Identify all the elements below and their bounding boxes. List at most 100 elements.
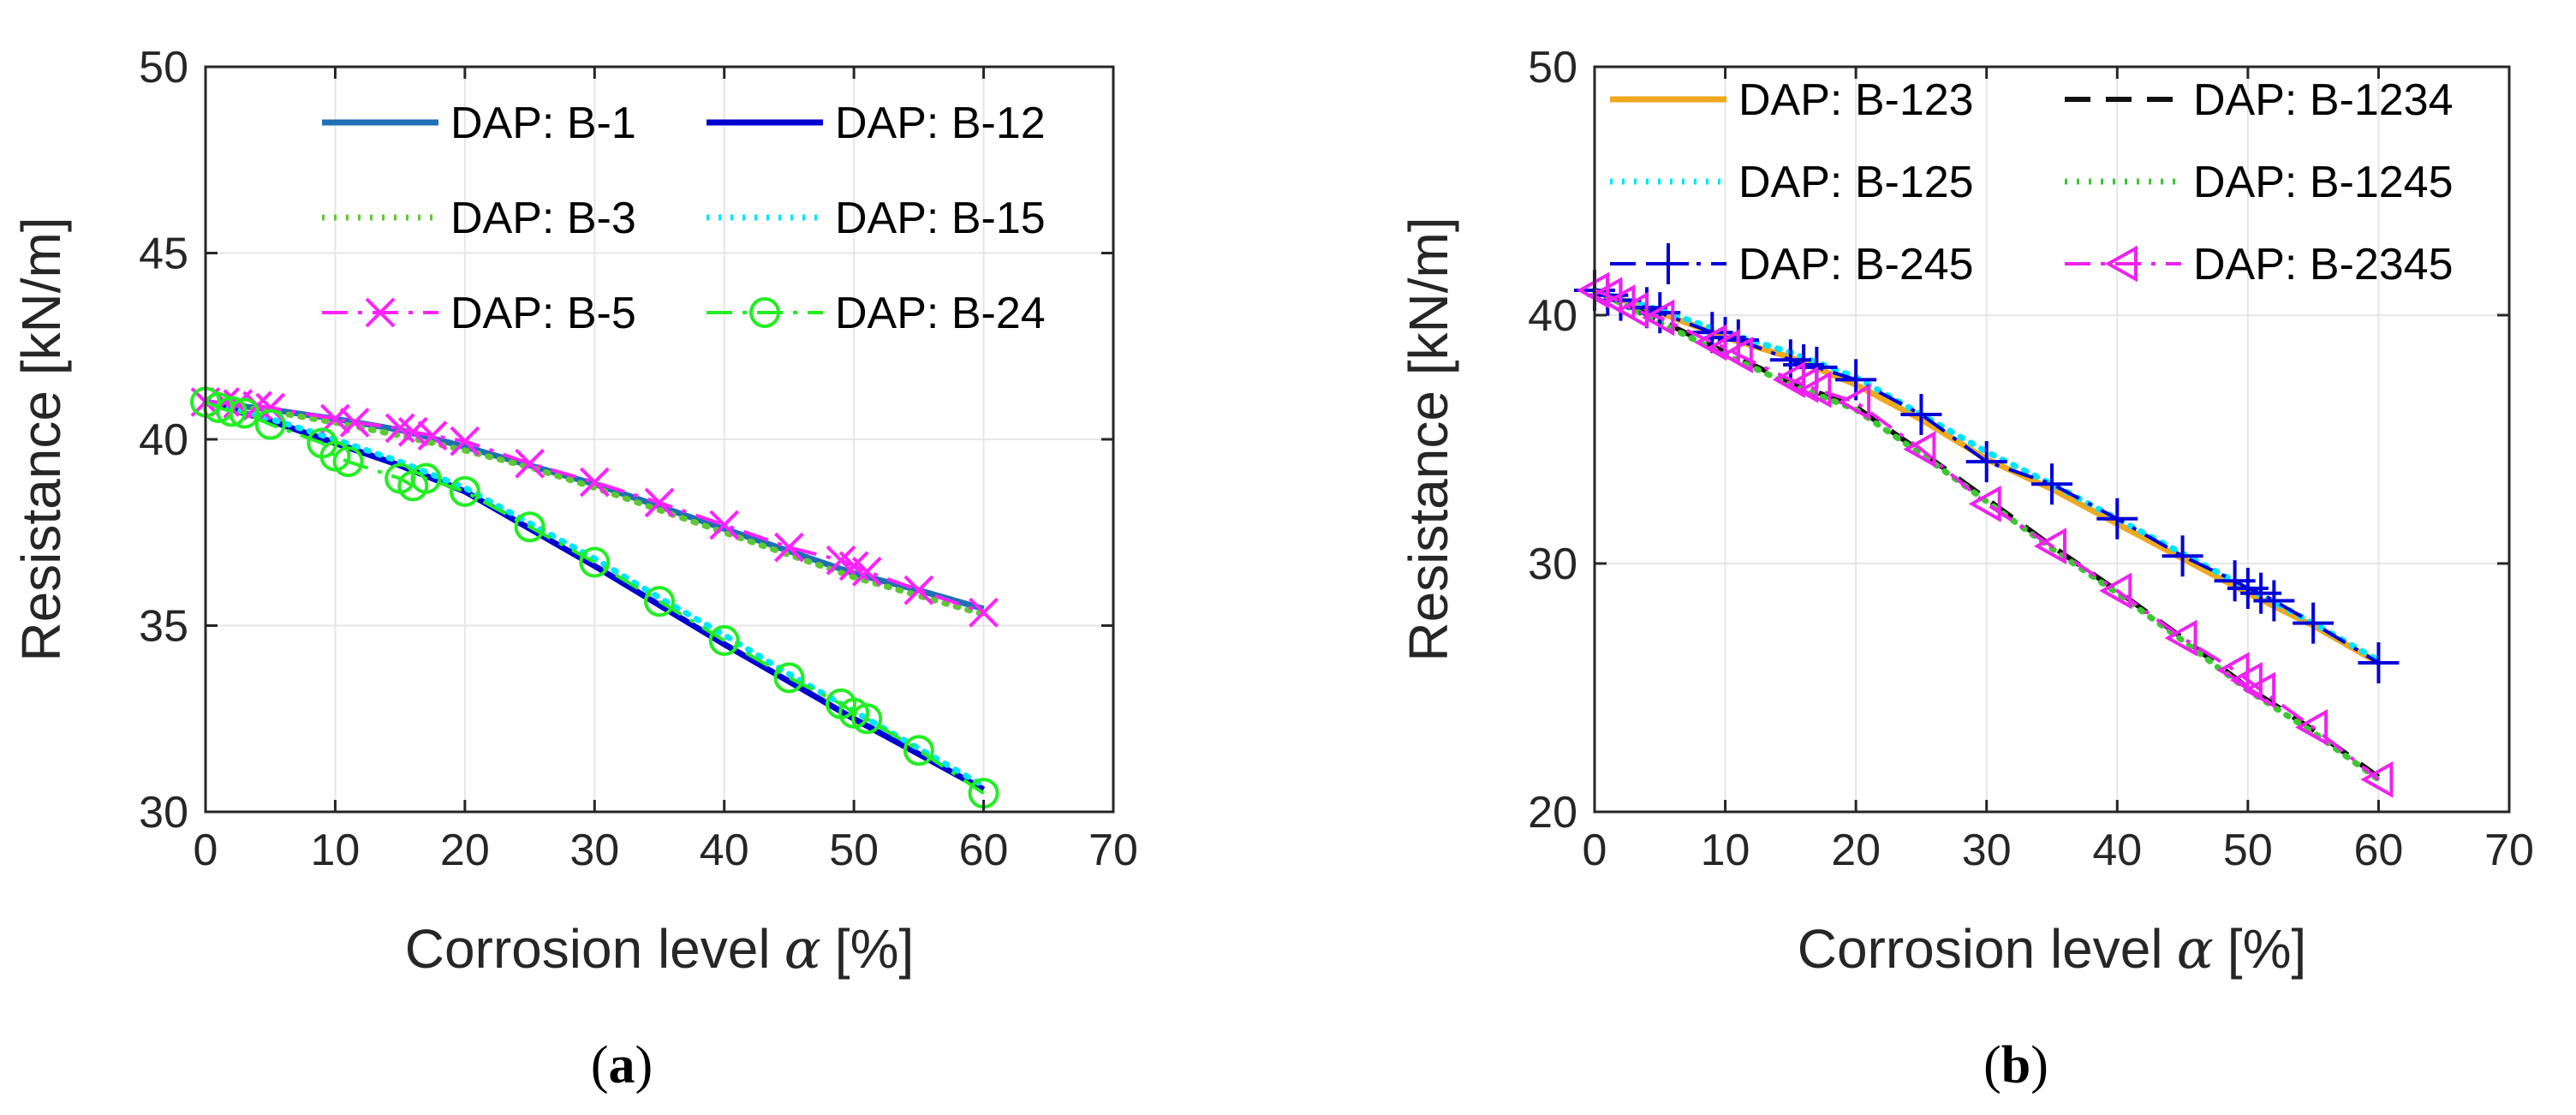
- data-point: [450, 426, 480, 456]
- legend-marker: [365, 297, 396, 328]
- legend-label: DAP: B-1245: [2193, 158, 2454, 207]
- data-point: [2099, 572, 2132, 610]
- y-tick-label: 40: [1528, 291, 1577, 341]
- caption-close: ): [2030, 1036, 2048, 1094]
- data-point: [229, 397, 260, 429]
- legend-label: DAP: B-3: [450, 194, 636, 243]
- legend-entry: DAP: B-1: [322, 98, 636, 148]
- x-tick-label: 10: [311, 826, 361, 875]
- data-point: [1642, 299, 1675, 337]
- data-point: [773, 662, 805, 694]
- data-point: [1968, 485, 2001, 522]
- data-point: [1615, 291, 1649, 329]
- legend: DAP: B-1 DAP: B-12 DAP: B-3 DAP: B-15 DAP: B…: [322, 98, 1046, 338]
- legend-marker: [2104, 245, 2138, 283]
- data-point: [449, 475, 480, 507]
- x-axis-title: Corrosion level α [%]: [405, 918, 915, 981]
- caption-open: (: [1983, 1036, 2001, 1094]
- data-point: [1772, 361, 1805, 398]
- x-tick-label: 30: [1962, 826, 2012, 875]
- x-tick-label: 0: [194, 826, 218, 875]
- legend-entry: DAP: B-5: [322, 289, 636, 338]
- data-point: [1903, 431, 1936, 468]
- data-point: [644, 586, 675, 617]
- legend-label: DAP: B-1234: [2193, 75, 2454, 125]
- x-tick-label: 10: [1701, 826, 1750, 875]
- series-dap-b-2345: [1576, 271, 2394, 798]
- series-dap-b-3: [202, 399, 987, 617]
- caption-open: (: [591, 1036, 609, 1094]
- data-point: [255, 392, 286, 423]
- data-point: [774, 532, 804, 563]
- legend-entry: DAP: B-15: [707, 194, 1046, 243]
- data-point: [2253, 580, 2295, 622]
- y-tick-label: 40: [139, 415, 188, 465]
- x-axis-symbol: α: [2177, 918, 2214, 981]
- y-tick-label: 45: [139, 230, 188, 279]
- x-axis-symbol: α: [784, 918, 821, 981]
- legend-entry: DAP: B-3: [322, 194, 636, 243]
- data-point: [410, 462, 442, 494]
- x-axis-title: Corrosion level α [%]: [1798, 918, 2307, 981]
- data-point: [1694, 324, 1727, 361]
- y-tick-label: 50: [139, 43, 188, 92]
- legend-label: DAP: B-125: [1738, 158, 1974, 207]
- data-point: [579, 546, 611, 578]
- data-point: [417, 420, 448, 451]
- panel-caption: (a): [591, 1036, 653, 1094]
- caption-letter: b: [2001, 1036, 2030, 1094]
- legend-entry: DAP: B-123: [1610, 75, 1974, 125]
- legend-label: DAP: B-12: [835, 98, 1046, 148]
- x-tick-label: 20: [1831, 826, 1881, 875]
- data-point: [1720, 336, 1753, 373]
- chart-b: 0 10 20 30 40 50 60 70 20 30 40 50 Corrosion level α[…: [1398, 43, 2534, 1094]
- caption-letter: a: [609, 1036, 635, 1094]
- data-point: [1838, 384, 1871, 420]
- x-tick-label: 60: [2354, 826, 2404, 875]
- legend-entry: DAP: B-1234: [2065, 75, 2454, 125]
- data-point: [216, 396, 247, 427]
- data-point: [254, 408, 286, 440]
- legend-label: DAP: B-2345: [2193, 240, 2454, 289]
- data-point: [579, 467, 610, 498]
- data-point: [709, 510, 740, 540]
- y-axis-title: Resistance [kN/m]: [1398, 217, 1459, 661]
- x-axis-unit: [%]: [835, 918, 914, 980]
- data-point: [1900, 394, 1942, 435]
- caption-close: ): [635, 1036, 653, 1094]
- data-point: [2243, 671, 2276, 709]
- data-point: [2295, 708, 2329, 746]
- legend-marker: [749, 297, 780, 328]
- y-tick-label: 20: [1528, 788, 1577, 838]
- legend-label: DAP: B-5: [450, 289, 636, 338]
- legend-entry: DAP: B-1245: [2065, 158, 2454, 207]
- legend-entry: DAP: B-24: [707, 289, 1046, 338]
- data-point: [2360, 760, 2394, 798]
- data-point: [2293, 602, 2334, 644]
- data-point: [969, 597, 999, 628]
- x-tick-label: 40: [2092, 826, 2142, 875]
- series-line: [202, 399, 987, 617]
- data-point: [2096, 498, 2138, 540]
- data-point: [2162, 535, 2203, 577]
- x-tick-label: 0: [1583, 826, 1607, 875]
- legend-entry: DAP: B-125: [1610, 158, 1974, 207]
- legend-entry: DAP: B-2345: [2065, 240, 2454, 289]
- data-point: [903, 735, 934, 766]
- data-point: [1786, 366, 1819, 403]
- x-tick-label: 50: [2223, 826, 2273, 875]
- legend-label: DAP: B-123: [1738, 75, 1974, 125]
- x-axis-unit: [%]: [2227, 918, 2306, 980]
- legend-marker: [1648, 243, 1689, 284]
- data-point: [2164, 619, 2197, 657]
- data-point: [339, 408, 370, 438]
- y-tick-label: 50: [1528, 43, 1577, 92]
- data-point: [397, 416, 428, 447]
- legend-label: DAP: B-245: [1738, 240, 1974, 289]
- data-point: [514, 511, 546, 543]
- axes-box: [1593, 65, 2511, 814]
- y-tick-label: 30: [139, 788, 188, 838]
- data-point: [851, 557, 882, 587]
- legend-label: DAP: B-1: [450, 98, 636, 148]
- data-point: [851, 703, 883, 735]
